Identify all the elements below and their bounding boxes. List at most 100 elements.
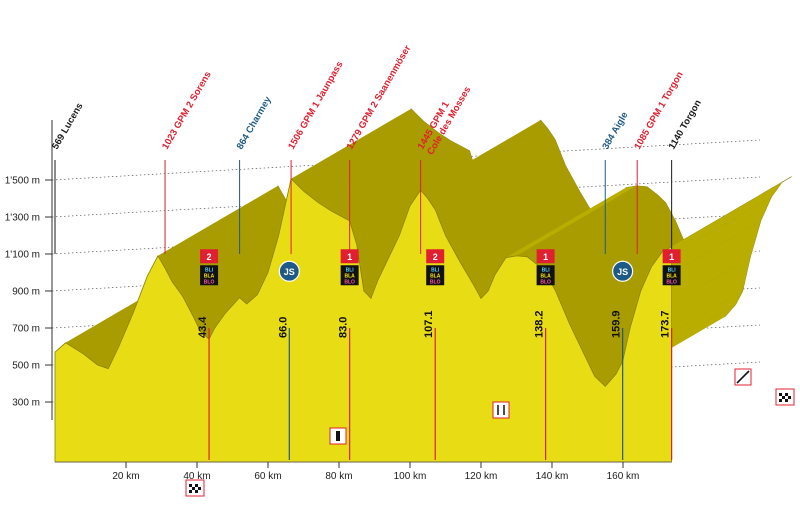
km-marker-value: 173.7 <box>660 310 672 338</box>
profile-point-label-line: 1140 Torgon <box>667 98 704 152</box>
terrain-slope-facet <box>435 139 566 236</box>
water-bottle-shape <box>336 431 340 441</box>
terrain-slope-facet <box>527 186 658 266</box>
terrain-slope-facet <box>342 147 470 221</box>
sponsor-badge-text: BLO <box>344 279 355 285</box>
terrain-slope-facet <box>331 141 463 217</box>
sponsor-badge-text: BLA <box>430 273 441 279</box>
terrain-slope-facet <box>165 198 293 282</box>
sponsor-badge-icon <box>662 265 681 286</box>
profile-point-label: 864 Charmey <box>235 94 274 151</box>
gpm-category: 1 <box>543 252 548 262</box>
profile-point-label-line: 384 Aigle <box>600 110 630 151</box>
sprint-badge-text: JS <box>284 267 295 277</box>
sponsor-badge-text: BLI <box>205 267 214 273</box>
sponsor-badge-text: BLO <box>430 279 441 285</box>
terrain-slope-facet <box>427 128 556 210</box>
km-markers: 43.4 66.0 83.0 107.1 138.2 159.9 173.7 <box>197 310 673 460</box>
terrain-slope-facet <box>651 182 783 267</box>
y-tick-label: 1'300 m <box>5 213 40 224</box>
sprint-badge-icon <box>278 260 300 282</box>
y-tick-label: 1'100 m <box>5 250 40 261</box>
km-marker-value: 66.0 <box>277 317 289 338</box>
profile-point-label-line: 1023 GPM 2 Sorens <box>160 70 214 152</box>
terrain-slope-facet <box>505 185 637 258</box>
terrain-slope-facet <box>545 202 676 291</box>
flag-check <box>198 487 201 490</box>
y-tick-label: 900 m <box>12 287 40 298</box>
flag-check <box>788 396 791 399</box>
flag-check <box>782 396 785 399</box>
x-tick-label: 40 km <box>183 471 210 482</box>
terrain-slope-facet <box>303 121 438 203</box>
x-tick-label: 60 km <box>254 471 281 482</box>
terrain-slope-facet <box>349 150 477 245</box>
gpm-category: 2 <box>433 252 438 262</box>
gpm-category: 1 <box>669 252 674 262</box>
profile-point-label: 1023 GPM 2 Sorens <box>160 70 214 152</box>
sprint-badge-text: JS <box>617 267 628 277</box>
flag-check <box>785 393 788 396</box>
gpm-flag-icon <box>662 249 681 264</box>
course-icons: 2BLIBLABLOJS1BLIBLABLO2BLIBLABLO1BLIBLAB… <box>185 249 795 497</box>
profile-point-label-line: 1506 GPM 1 Jaunpass <box>286 60 345 152</box>
profile-point-label-line: 569 Lucens <box>50 101 85 151</box>
km-marker-value: 107.1 <box>423 310 435 338</box>
km-marker-value: 138.2 <box>534 310 546 338</box>
flag-check <box>195 490 198 493</box>
sponsor-badge-icon <box>536 265 555 286</box>
terrain-slope-facet <box>317 132 452 212</box>
x-tick-label: 160 km <box>607 471 640 482</box>
sponsor-badge-text: BLA <box>666 273 677 279</box>
profile-point-label: 1140 Torgon <box>667 98 704 152</box>
y-tick-label: 300 m <box>12 398 40 409</box>
x-tick-label: 120 km <box>465 471 498 482</box>
x-tick-label: 80 km <box>325 471 352 482</box>
finish-flag-icon <box>775 388 795 406</box>
gpm-flag-icon <box>340 249 359 264</box>
axes: 300 m 500 m 700 m 900 m 1'100 m 1'300 m 1'500 … <box>5 120 672 482</box>
sponsor-badge-text: BLA <box>540 273 551 279</box>
x-tick-label: 100 km <box>394 471 427 482</box>
terrain-slope-facet <box>537 195 666 273</box>
feed-zone-icon <box>492 401 510 419</box>
gpm-category: 1 <box>347 252 352 262</box>
terrain-slope-facet <box>516 185 648 257</box>
x-tick-label: 140 km <box>536 471 569 482</box>
km-marker-value: 83.0 <box>338 317 350 338</box>
sponsor-badge-icon <box>200 265 219 286</box>
sponsor-badge-text: BLI <box>346 267 355 273</box>
sponsor-badge-text: BLA <box>204 273 215 279</box>
sponsor-badge-text: BLI <box>542 267 551 273</box>
profile-point-label: 569 Lucens <box>50 101 85 151</box>
sponsor-badge-text: BLI <box>668 267 677 273</box>
y-tick-label: 700 m <box>12 324 40 335</box>
y-tick-label: 1'500 m <box>5 176 40 187</box>
sponsor-badge-icon <box>426 265 445 286</box>
gpm-flag-icon <box>536 249 555 264</box>
flag-check <box>779 399 782 402</box>
terrain-slope-facet <box>291 108 424 192</box>
flag-check <box>192 487 195 490</box>
flag-check <box>189 484 192 487</box>
terrain-slope-facet <box>420 120 548 199</box>
terrain-slope-facet <box>459 191 594 286</box>
terrain-slope-facet <box>157 185 286 269</box>
sponsor-badge-text: BLI <box>431 267 440 273</box>
flag-check <box>785 399 788 402</box>
sponsor-badge-text: BLO <box>666 279 677 285</box>
profile-point-label: 384 Aigle <box>600 110 630 151</box>
sponsor-badge-text: BLO <box>204 279 215 285</box>
terrain-slope-facet <box>445 165 580 262</box>
km-marker-value: 159.9 <box>611 310 623 338</box>
sponsor-badge-text: BLO <box>540 279 551 285</box>
gpm-flag-icon <box>200 249 219 264</box>
sponsor-badge-text: BLA <box>345 273 356 279</box>
flag-check <box>195 484 198 487</box>
sponsor-badge-icon <box>340 265 359 286</box>
no-litter-slash <box>736 370 750 384</box>
km-marker-value: 43.4 <box>197 316 209 338</box>
flag-check <box>779 393 782 396</box>
